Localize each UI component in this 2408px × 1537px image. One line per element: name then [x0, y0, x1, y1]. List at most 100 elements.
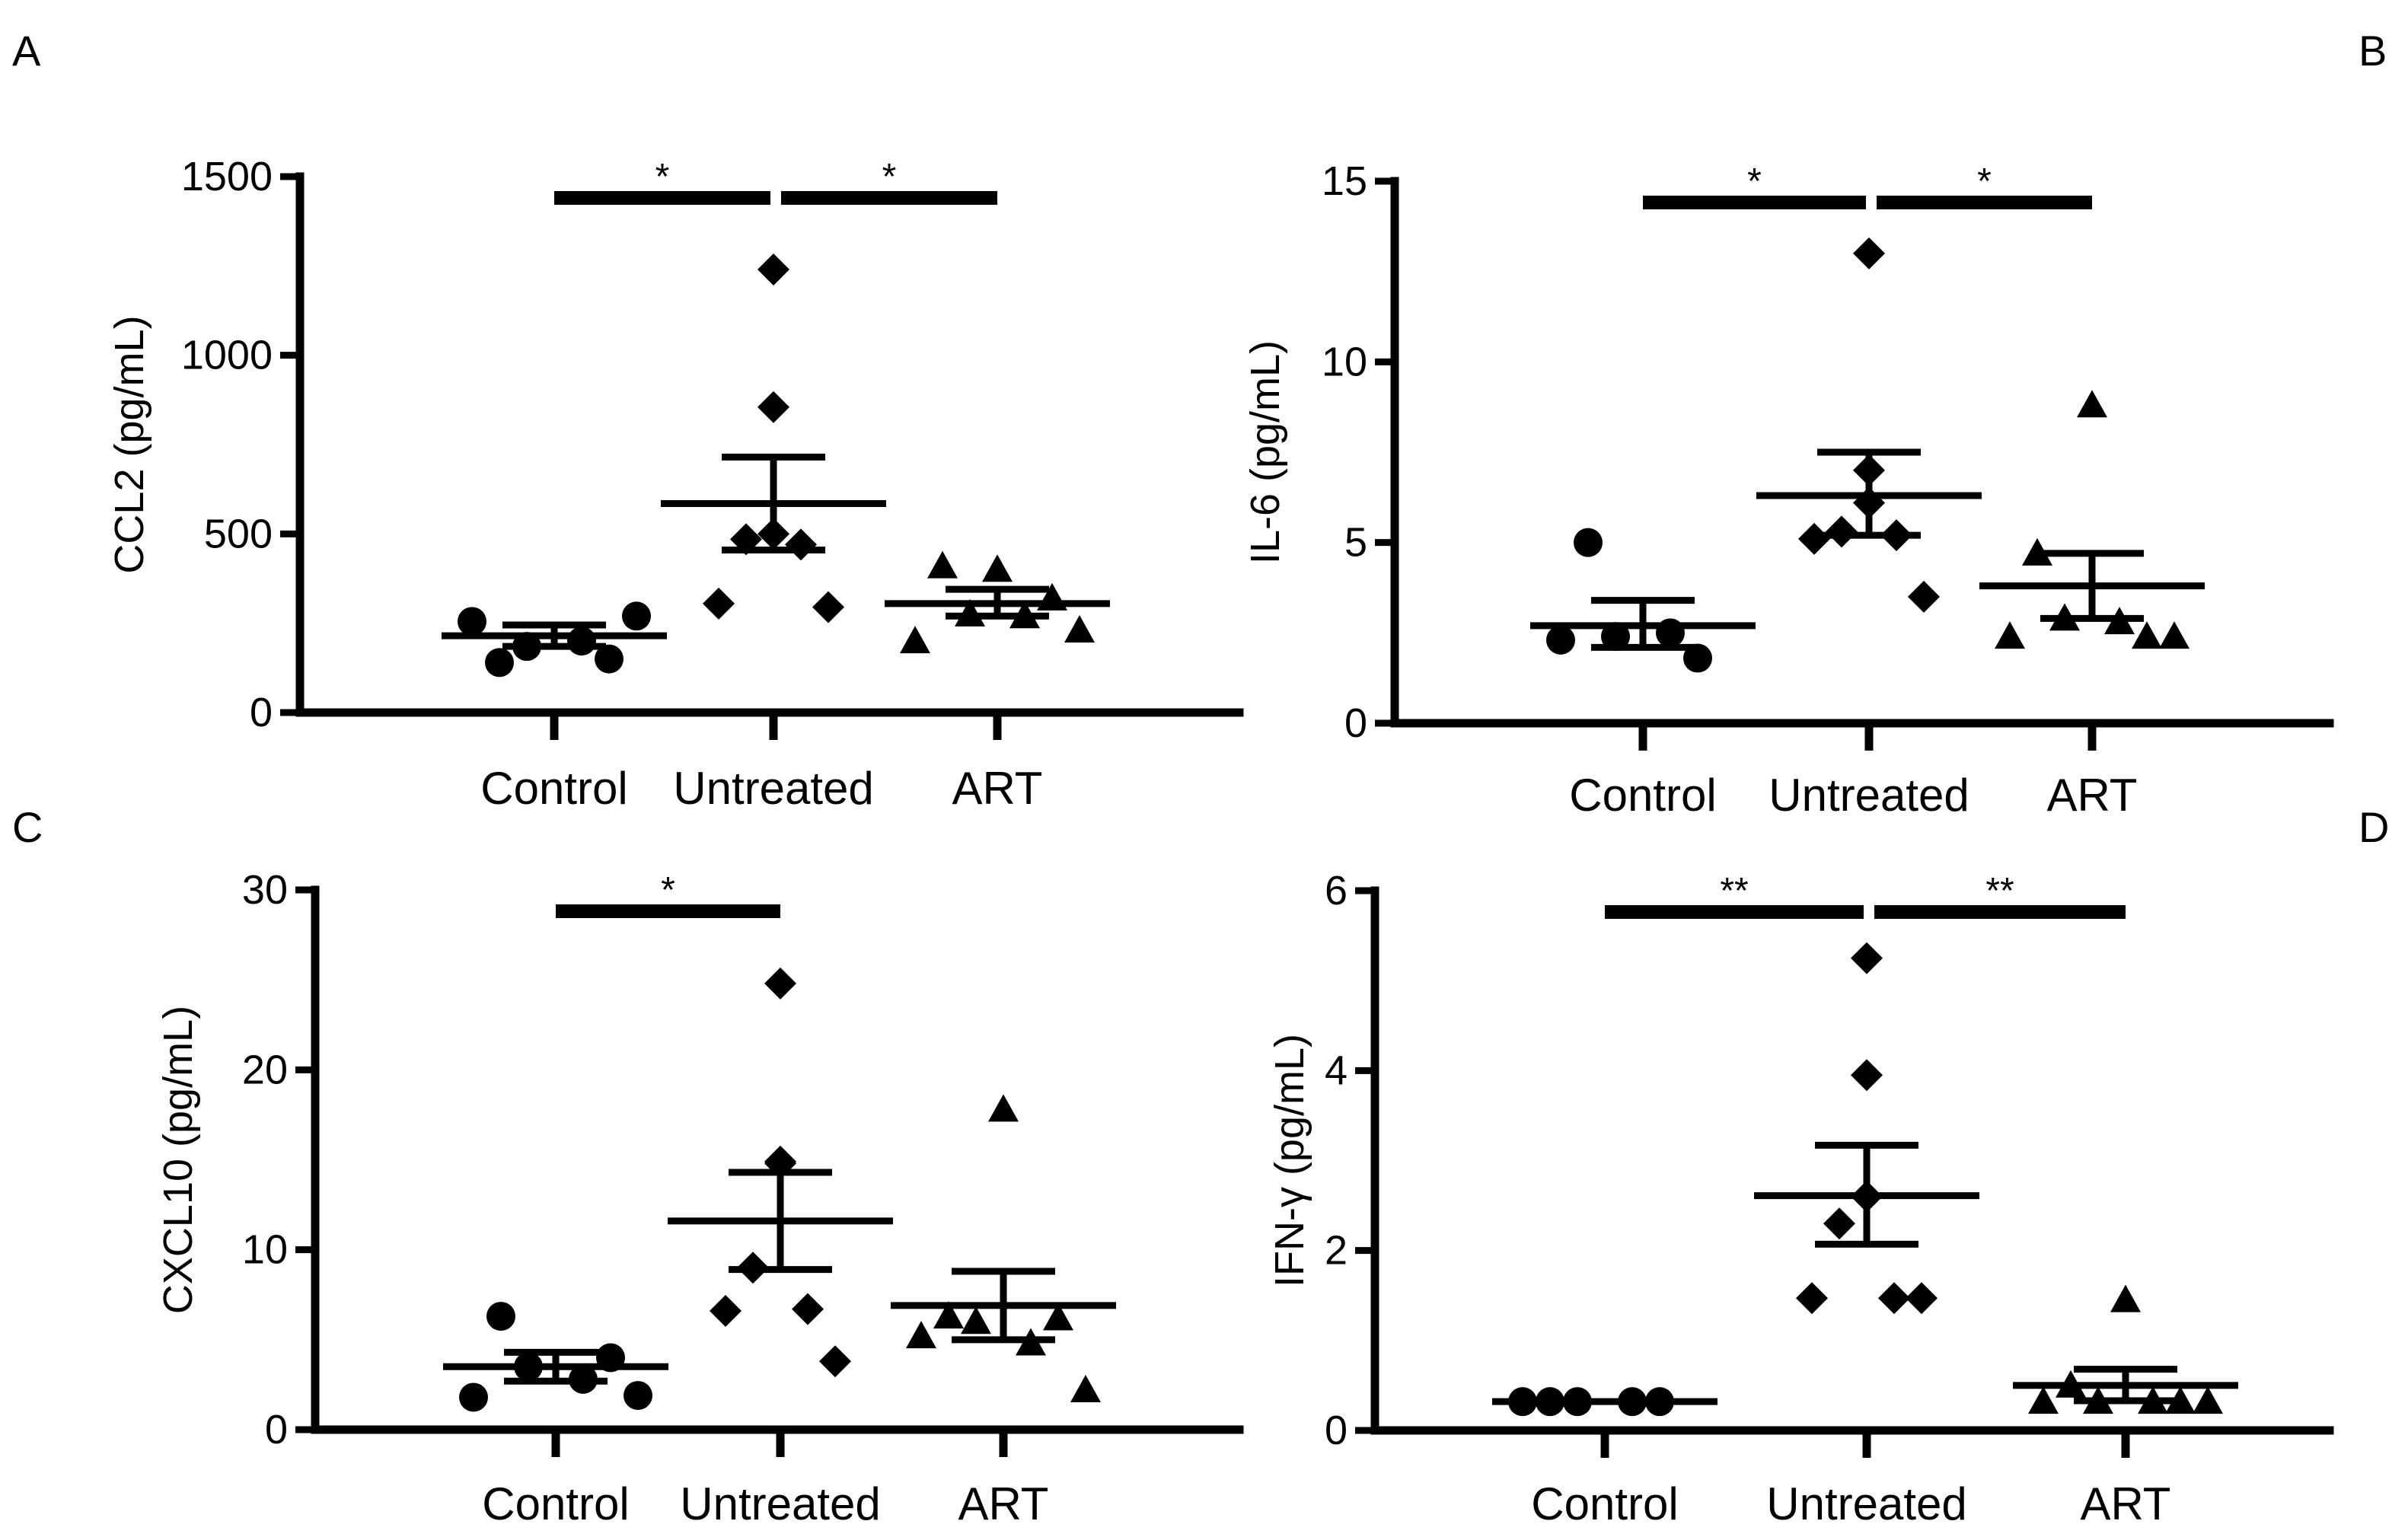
data-point-triangle	[2028, 1386, 2059, 1414]
category-label: Control	[480, 763, 627, 814]
data-point-diamond	[792, 1293, 824, 1325]
y-tick-label: 20	[242, 1047, 288, 1092]
significance-label: **	[1985, 871, 2014, 911]
data-point-diamond	[757, 518, 789, 550]
data-point-circle	[459, 1382, 488, 1412]
data-point-circle	[596, 1343, 625, 1373]
data-point-diamond	[785, 528, 817, 561]
y-tick-label: 1500	[181, 154, 273, 199]
data-point-triangle	[2049, 603, 2080, 631]
data-point-circle	[622, 601, 651, 631]
y-tick-label: 4	[1325, 1048, 1348, 1093]
data-point-diamond	[710, 1295, 742, 1328]
y-tick-label: 2	[1325, 1228, 1348, 1274]
data-point-circle	[1645, 1387, 1674, 1417]
data-point-triangle	[2193, 1386, 2223, 1414]
data-point-circle	[1536, 1387, 1564, 1417]
data-point-diamond	[764, 1147, 796, 1180]
significance-label: *	[661, 870, 675, 910]
category-label: Untreated	[1766, 1478, 1967, 1529]
y-tick-label: 10	[1322, 339, 1367, 384]
data-point-triangle	[2077, 390, 2107, 418]
data-point-diamond	[1826, 515, 1858, 548]
panel-d: D 0 2 4 6 IFN-γ (pg/mL) Control Untreated ART ** *…	[1267, 803, 2389, 1529]
data-point-diamond	[812, 591, 844, 623]
y-tick-label: 5	[1344, 520, 1367, 566]
data-point-circle	[514, 1352, 543, 1382]
panel-letter: D	[2359, 803, 2389, 851]
y-axis-label: IL-6 (pg/mL)	[1242, 340, 1288, 564]
data-point-circle	[1601, 622, 1630, 652]
category-label: Control	[1569, 770, 1716, 821]
data-point-diamond	[1853, 486, 1885, 519]
significance-label: **	[1720, 871, 1748, 911]
data-point-triangle	[1016, 1328, 1046, 1356]
y-tick-label: 500	[204, 511, 273, 556]
data-point-circle	[512, 632, 541, 662]
y-tick-label: 0	[265, 1407, 288, 1452]
y-axis-label: IFN-γ (pg/mL)	[1267, 1034, 1312, 1287]
panel-letter: B	[2359, 27, 2387, 75]
data-point-triangle	[2056, 1370, 2086, 1398]
data-point-diamond	[1798, 522, 1830, 555]
data-point-triangle	[2083, 1386, 2113, 1414]
data-point-diamond	[1853, 237, 1885, 269]
y-tick-label: 10	[242, 1227, 288, 1273]
data-point-circle	[1546, 625, 1575, 655]
data-point-circle	[1563, 1387, 1592, 1417]
data-point-diamond	[1853, 454, 1885, 486]
panel-letter: C	[12, 803, 43, 851]
data-point-diamond	[1908, 580, 1940, 613]
category-label: Untreated	[680, 1478, 881, 1529]
y-axis-label: CCL2 (pg/mL)	[107, 315, 152, 573]
significance-label: *	[655, 157, 670, 197]
data-point-triangle	[1009, 601, 1040, 629]
data-point-diamond	[1906, 1282, 1938, 1315]
category-label: Control	[482, 1478, 629, 1529]
category-label: Untreated	[1769, 770, 1969, 821]
data-point-circle	[485, 648, 514, 678]
data-point-circle	[624, 1381, 652, 1411]
y-tick-label: 0	[1325, 1408, 1348, 1453]
data-point-triangle	[927, 550, 958, 579]
panel-letter: A	[12, 27, 41, 75]
data-point-triangle	[1995, 621, 2025, 649]
data-point-circle	[1683, 643, 1712, 673]
y-tick-label: 0	[1344, 700, 1367, 746]
data-point-triangle	[2138, 1386, 2168, 1414]
significance-label: *	[882, 157, 897, 197]
data-point-diamond	[1851, 1059, 1883, 1092]
data-point-diamond	[737, 1252, 769, 1284]
data-point-triangle	[1037, 582, 1067, 611]
data-point-circle	[1508, 1387, 1537, 1417]
data-point-diamond	[703, 587, 735, 620]
data-point-triangle	[2104, 607, 2135, 635]
data-point-diamond	[1823, 1207, 1855, 1240]
panel-c: C 0 10 20 30 CXCL10 (pg/mL) Control Untreated AR…	[12, 803, 1244, 1529]
y-tick-label: 30	[242, 867, 288, 913]
data-point-circle	[595, 644, 624, 674]
data-point-triangle	[906, 1321, 936, 1349]
y-tick-label: 6	[1325, 868, 1348, 914]
data-point-triangle	[933, 1301, 964, 1329]
data-point-triangle	[900, 626, 930, 654]
y-tick-label: 15	[1322, 158, 1367, 204]
data-point-circle	[486, 1302, 515, 1331]
data-point-triangle	[961, 1306, 991, 1335]
data-point-circle	[1656, 618, 1685, 648]
data-point-diamond	[757, 254, 789, 286]
data-point-triangle	[955, 598, 985, 627]
data-point-circle	[458, 607, 486, 636]
data-point-triangle	[2110, 1284, 2141, 1312]
y-axis-label: CXCL10 (pg/mL)	[155, 1006, 201, 1314]
y-tick-label: 1000	[181, 333, 273, 378]
data-point-triangle	[2132, 621, 2162, 649]
data-point-diamond	[1851, 942, 1883, 974]
panel-b: B 0 5 10 15 IL-6 (pg/mL) Control Untreated ART * *	[1242, 27, 2387, 821]
category-label: ART	[958, 1478, 1049, 1529]
data-point-circle	[1618, 1387, 1647, 1417]
data-point-diamond	[1796, 1282, 1828, 1315]
data-point-diamond	[1878, 1282, 1910, 1315]
panel-a: A 0 500 1000 1500 CCL2 (pg/mL) Control Untreate…	[12, 27, 1244, 814]
category-label: ART	[2081, 1478, 2171, 1529]
